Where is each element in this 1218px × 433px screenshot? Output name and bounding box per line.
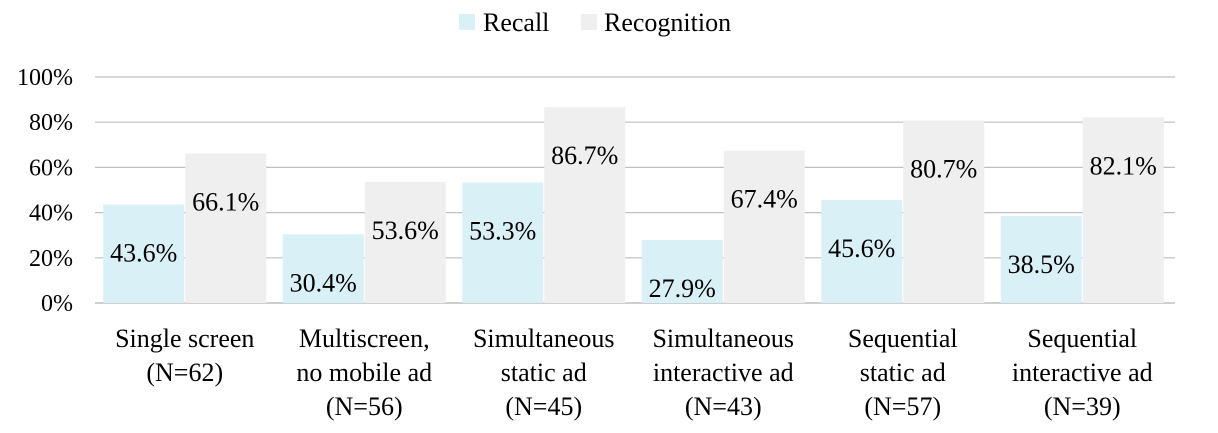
y-tick-label: 80% xyxy=(29,110,73,136)
x-category-label: Single screen xyxy=(115,324,254,353)
legend-label: Recognition xyxy=(604,8,731,37)
data-label: 43.6% xyxy=(110,238,177,267)
bar-recall xyxy=(1000,215,1082,303)
data-label: 67.4% xyxy=(731,185,798,214)
x-category-label: static ad xyxy=(860,358,946,387)
x-category-label: static ad xyxy=(501,358,587,387)
y-tick-label: 20% xyxy=(29,246,73,272)
data-label: 80.7% xyxy=(910,155,977,184)
legend-label: Recall xyxy=(483,8,549,37)
data-label: 45.6% xyxy=(828,234,895,263)
y-axis: 0% 20% 40% 60% 80% 100% xyxy=(17,65,73,317)
data-label: 27.9% xyxy=(649,274,716,303)
x-category-label: (N=43) xyxy=(685,392,762,421)
x-category-label: interactive ad xyxy=(653,358,794,387)
x-category-label: Simultaneous xyxy=(473,324,615,353)
x-category-label: (N=39) xyxy=(1044,392,1121,421)
x-category-label: (N=56) xyxy=(326,392,403,421)
bar-recall xyxy=(641,239,723,303)
data-label: 38.5% xyxy=(1008,250,1075,279)
legend-swatch-recognition xyxy=(581,14,597,30)
legend-swatch-recall xyxy=(459,14,475,30)
x-category-label: (N=45) xyxy=(505,392,582,421)
data-labels: 43.6% 66.1% 30.4% 53.6% 53.3% 86.7% 27.9% 67.4%… xyxy=(110,141,1157,303)
x-category-label: Simultaneous xyxy=(652,324,794,353)
y-tick-label: 0% xyxy=(41,291,73,317)
bar-recognition xyxy=(544,107,626,303)
bar-recall xyxy=(282,234,364,303)
gridlines xyxy=(95,76,1175,304)
x-category-label: interactive ad xyxy=(1012,358,1153,387)
bar-recall xyxy=(821,199,903,303)
data-label: 53.3% xyxy=(469,217,536,246)
x-category-label: (N=62) xyxy=(146,358,223,387)
x-category-label: Sequential xyxy=(1027,324,1137,353)
y-tick-label: 40% xyxy=(29,201,73,227)
chart-legend: Recall Recognition xyxy=(459,8,731,37)
x-category-label: no mobile ad xyxy=(296,358,432,387)
bar-recognition xyxy=(903,120,985,303)
bars xyxy=(103,107,1164,303)
bar-recognition xyxy=(1082,117,1164,303)
data-label: 30.4% xyxy=(290,268,357,297)
data-label: 66.1% xyxy=(192,188,259,217)
bar-recognition xyxy=(364,181,446,303)
y-tick-label: 100% xyxy=(17,65,73,91)
x-category-label: Multiscreen, xyxy=(299,324,430,353)
data-label: 82.1% xyxy=(1090,151,1157,180)
data-label: 86.7% xyxy=(551,141,618,170)
bar-recall xyxy=(462,182,544,303)
y-tick-label: 60% xyxy=(29,155,73,181)
bar-recognition xyxy=(185,153,267,303)
x-category-label: (N=57) xyxy=(864,392,941,421)
bar-recognition xyxy=(723,150,805,303)
bar-recall xyxy=(103,204,185,303)
x-category-label: Sequential xyxy=(848,324,958,353)
x-axis: Single screen (N=62) Multiscreen, no mobile… xyxy=(115,324,1153,421)
data-label: 53.6% xyxy=(372,216,439,245)
